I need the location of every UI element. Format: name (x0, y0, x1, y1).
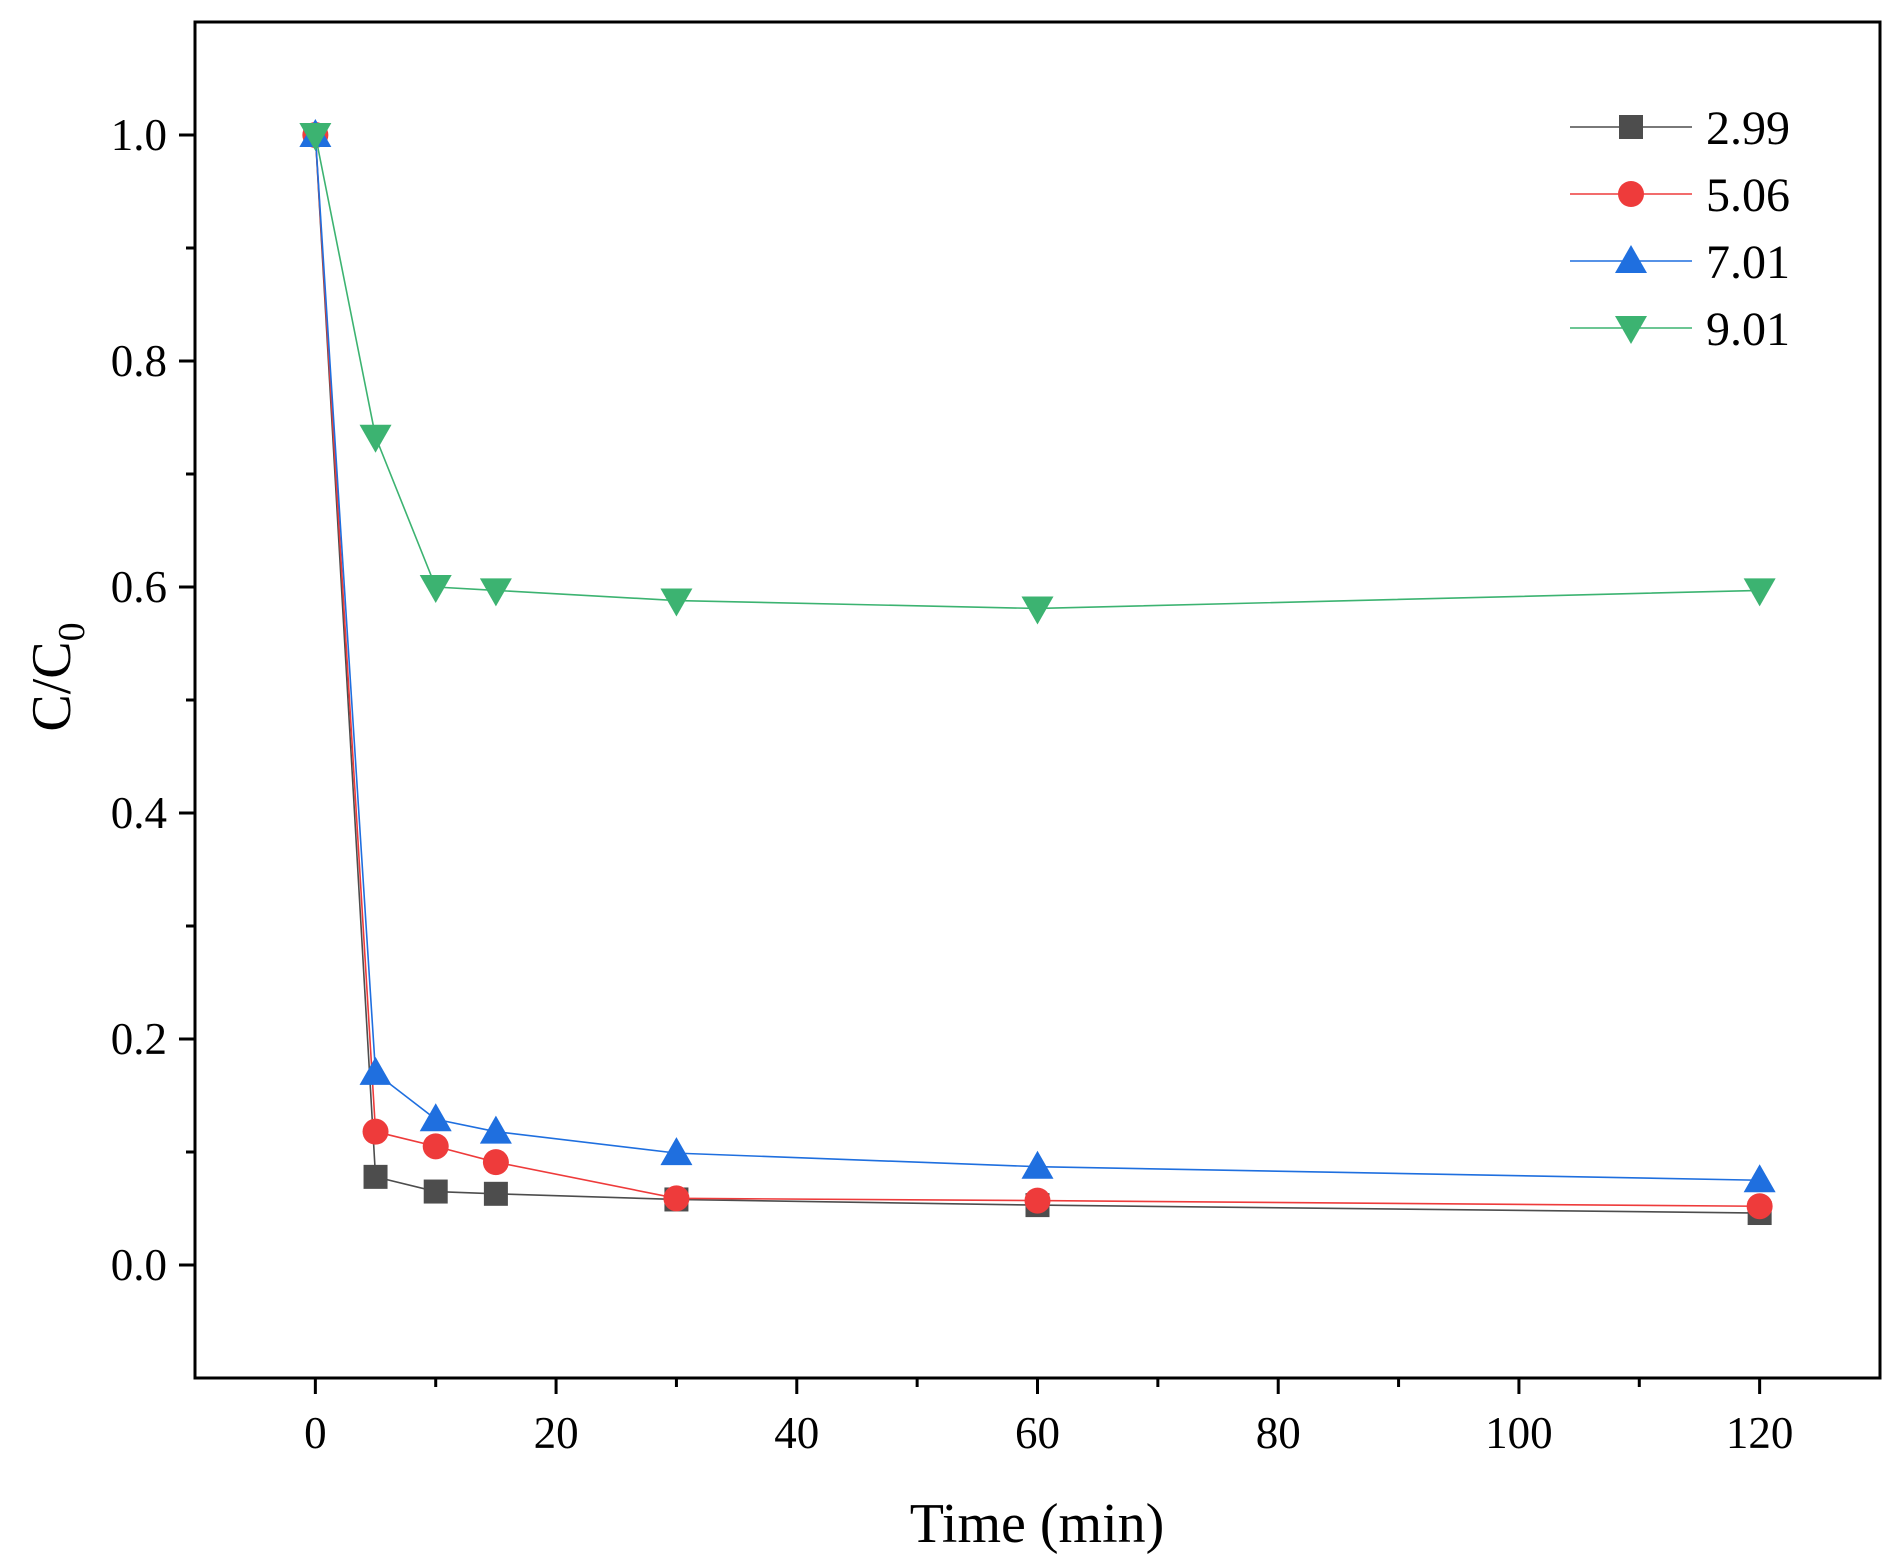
legend-marker (1615, 245, 1647, 273)
y-axis-title-subscript: 0 (51, 622, 93, 641)
series-layer (299, 119, 1776, 1226)
x-tick-label: 120 (1726, 1408, 1794, 1458)
y-axis-ticks: 0.0 0.2 0.4 0.6 0.8 1.0 (111, 110, 195, 1290)
data-point (1021, 596, 1054, 625)
y-tick-label: 0.2 (111, 1014, 167, 1064)
y-tick-label: 0.0 (111, 1240, 167, 1290)
data-point (362, 1118, 389, 1145)
data-point (482, 1149, 509, 1176)
y-tick-label: 1.0 (111, 110, 167, 160)
data-point (1021, 1150, 1054, 1179)
y-tick-label: 0.6 (111, 562, 167, 612)
data-point (419, 575, 452, 603)
data-point (359, 1056, 392, 1085)
legend-label: 5.06 (1706, 169, 1790, 222)
legend-item-9.01: 9.01 (1570, 303, 1790, 356)
x-tick-label: 80 (1256, 1408, 1301, 1458)
x-axis-title: Time (min) (910, 1493, 1165, 1555)
x-tick-label: 100 (1485, 1408, 1553, 1458)
x-tick-label: 40 (774, 1408, 819, 1458)
data-point (359, 424, 392, 453)
x-tick-label: 0 (304, 1408, 327, 1458)
data-point (1024, 1187, 1051, 1214)
legend-marker (1619, 115, 1643, 139)
data-point (422, 1133, 449, 1160)
data-point (479, 578, 512, 607)
data-point (660, 1137, 693, 1166)
legend-item-7.01: 7.01 (1570, 236, 1790, 289)
x-tick-label: 60 (1015, 1408, 1060, 1458)
data-point (363, 1164, 388, 1189)
y-axis-title: C/C0 (21, 622, 93, 731)
y-tick-label: 0.8 (111, 336, 167, 386)
legend-marker (1618, 181, 1644, 207)
x-tick-label: 20 (534, 1408, 579, 1458)
legend-label: 7.01 (1706, 236, 1790, 289)
data-point (419, 1103, 452, 1132)
legend-item-5.06: 5.06 (1570, 169, 1790, 222)
data-point (479, 1115, 512, 1144)
series-9.01 (299, 123, 1776, 625)
data-point (423, 1179, 448, 1204)
plot-frame (193, 20, 1882, 1380)
data-point (299, 123, 332, 151)
series-5.06 (302, 122, 1773, 1220)
legend-label: 9.01 (1706, 303, 1790, 356)
legend-label: 2.99 (1706, 102, 1790, 155)
data-point (483, 1181, 508, 1206)
data-point (1743, 1164, 1776, 1193)
data-point (660, 588, 693, 617)
series-7.01 (299, 119, 1776, 1193)
data-point (1743, 578, 1776, 607)
data-point (1746, 1193, 1773, 1220)
legend: 2.99 5.06 7.01 9.01 (1570, 102, 1790, 356)
y-axis-title-main: C/C (21, 641, 83, 731)
legend-marker (1615, 316, 1647, 344)
legend-item-2.99: 2.99 (1570, 102, 1790, 155)
data-point (663, 1185, 690, 1212)
y-tick-label: 0.4 (111, 788, 167, 838)
